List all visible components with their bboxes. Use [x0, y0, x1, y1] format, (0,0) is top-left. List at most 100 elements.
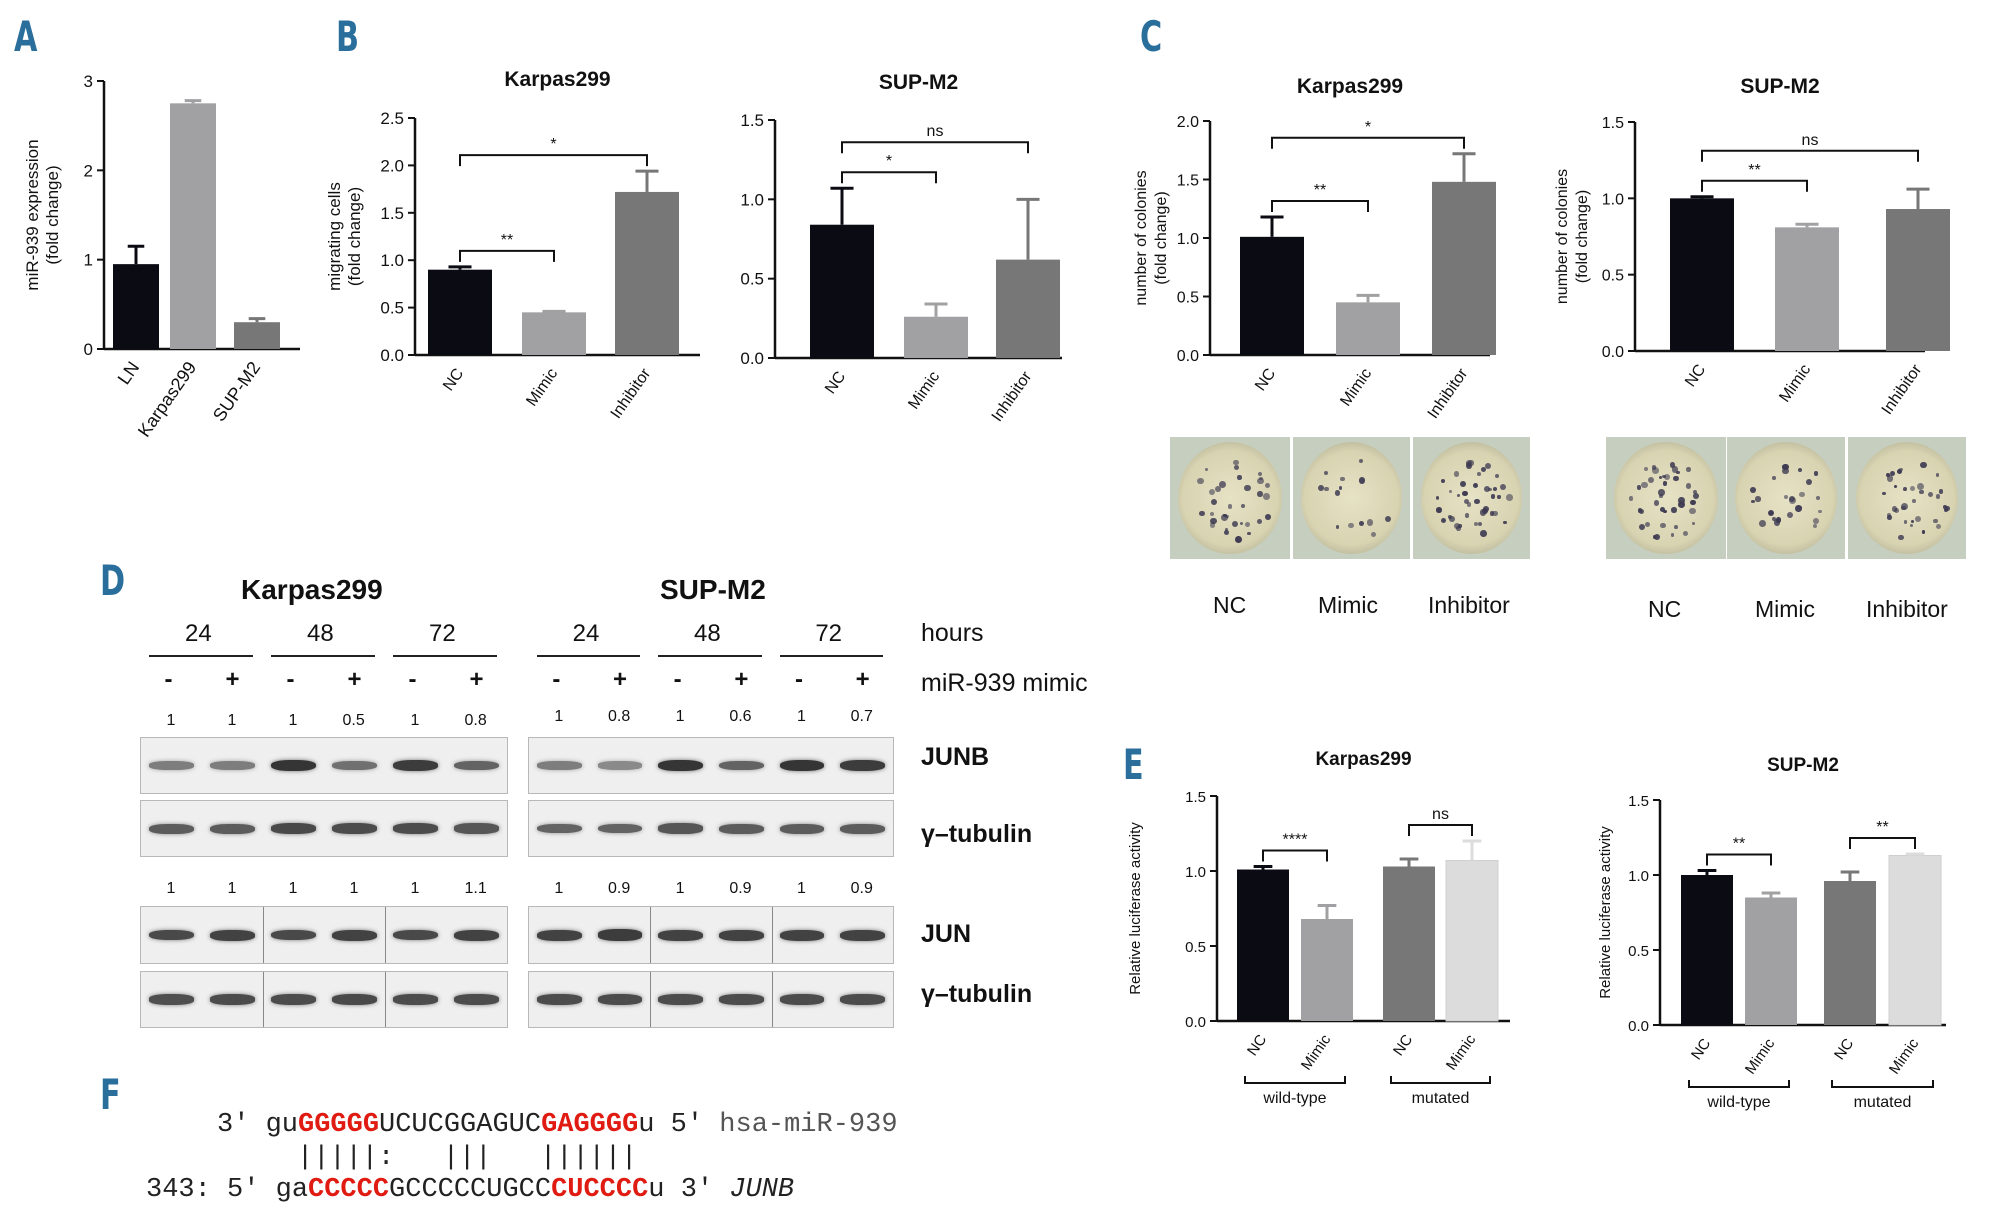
band-quantification: 1 — [675, 880, 685, 897]
colony-dot — [1910, 486, 1915, 491]
colony-dot — [1440, 518, 1446, 524]
colony-plate-nc — [1606, 437, 1726, 559]
colony-dot — [1662, 481, 1668, 486]
colony-dot — [1237, 475, 1242, 480]
colony-dot — [1477, 521, 1483, 527]
colony-dot — [1903, 520, 1908, 524]
band-quantification: 1 — [166, 712, 176, 729]
colony-dot — [1813, 471, 1819, 476]
colony-dot — [1685, 483, 1692, 489]
colony-dot — [1257, 477, 1264, 485]
blot-band — [270, 823, 317, 834]
colony-dot — [1209, 522, 1216, 529]
chart-b1-y-tick-label: 2.5 — [380, 109, 404, 128]
colony-dot — [1359, 521, 1365, 527]
chart-c2-category-label: Inhibitor — [1879, 361, 1926, 418]
chart-c1-y-tick-label: 1.0 — [1177, 231, 1199, 248]
band-quantification: 0.5 — [342, 712, 365, 729]
colony-dot — [1912, 499, 1916, 503]
colony-dot — [1232, 459, 1239, 466]
chart-a-y-label: miR-939 expression — [23, 139, 42, 290]
chart-b1-y-label: (fold change) — [345, 187, 364, 286]
colony-dot — [1197, 477, 1205, 485]
chart-e2-bar — [1888, 855, 1942, 1026]
colony-dot — [1317, 484, 1325, 492]
chart-b1-bar — [428, 269, 492, 355]
blot-band — [597, 994, 643, 1005]
colony-dot — [1789, 496, 1796, 502]
chart-e2-category-label: Mimic — [1886, 1035, 1923, 1077]
timepoint-underline — [779, 655, 883, 657]
chart-c2-y-label: (fold change) — [1574, 190, 1591, 283]
blot-band — [536, 761, 582, 770]
colony-dot — [1257, 491, 1263, 497]
colony-dot — [1453, 471, 1460, 477]
colony-dot — [1224, 527, 1228, 531]
colony-dot — [1460, 481, 1467, 488]
chart-c2-significance-bracket — [1701, 179, 1808, 192]
colony-plate-inhibitor — [1413, 437, 1530, 559]
colony-dot — [1783, 494, 1788, 499]
chart-b2-significance-label: * — [886, 153, 892, 170]
band-quantification: 1 — [410, 880, 420, 897]
blot-junb-sup-m2 — [528, 737, 894, 794]
blot-band — [331, 929, 378, 941]
chart-c1-bar — [1240, 236, 1304, 355]
colony-dot — [1210, 512, 1215, 517]
treatment-sign: + — [855, 666, 870, 693]
chart-e1-group-bracket — [1390, 1076, 1491, 1084]
blot-band — [840, 759, 886, 772]
chart-c1-category-label: Inhibitor — [1425, 365, 1472, 422]
tubulin-label: γ–tubulin — [921, 820, 1033, 848]
colony-dot — [1750, 486, 1756, 493]
blot-band — [270, 929, 317, 941]
jun-label: JUN — [921, 920, 972, 948]
blot-band — [453, 760, 500, 771]
chart-e1-category-label: Mimic — [1298, 1031, 1335, 1073]
chart-e1-significance-label: ns — [1432, 806, 1449, 823]
colony-dot — [1759, 520, 1766, 527]
chart-a-bar — [113, 264, 159, 349]
timepoint-label: 72 — [815, 620, 843, 647]
band-quantification: 1 — [410, 712, 420, 729]
colony-dot — [1919, 489, 1924, 495]
colony-dot — [1448, 490, 1452, 494]
blot-band — [331, 823, 378, 834]
chart-b1-y-tick-label: 0.0 — [380, 346, 404, 365]
chart-e1-y-tick-label: 1.5 — [1185, 789, 1206, 806]
blot-separator — [385, 972, 386, 1027]
chart-e1-category-label: NC — [1390, 1031, 1416, 1059]
colony-dot — [1815, 495, 1821, 501]
chart-e1-bar — [1445, 860, 1499, 1022]
blot-band — [840, 823, 886, 834]
colony-dot — [1772, 476, 1776, 480]
band-quantification: 1.1 — [464, 880, 487, 897]
chart-c1-significance-label: ** — [1314, 182, 1326, 199]
band-quantification: 1 — [349, 880, 359, 897]
colony-label-mimic: Mimic — [1318, 592, 1379, 618]
chart-e1-significance-bracket — [1408, 824, 1473, 836]
colony-dot — [1892, 506, 1898, 512]
colony-plate-mimic — [1727, 437, 1845, 559]
chart-c2-y-tick-label: 1.5 — [1602, 115, 1624, 132]
colony-dot — [1506, 494, 1513, 501]
chart-c2-bar — [1775, 227, 1839, 351]
colony-dot — [1903, 487, 1907, 492]
blot-band — [779, 759, 825, 772]
junb-sequence: 343: 5′ gaCCCCCGCCCCCUGCCCUCCCCu 3′ JUNB — [146, 1175, 795, 1205]
colony-dot — [1651, 465, 1657, 470]
colony-dot — [1751, 499, 1755, 504]
blot-band — [536, 929, 582, 941]
chart-e2-y-tick-label: 1.0 — [1628, 868, 1649, 885]
colony-dot — [1358, 458, 1363, 463]
blot-separator — [263, 907, 264, 963]
panel-label-a: A — [14, 12, 38, 61]
panel-label-f: F — [100, 1070, 121, 1119]
band-quantification: 1 — [227, 712, 237, 729]
band-quantification: 0.6 — [729, 708, 752, 725]
chart-e2-y-label: Relative luciferase activity — [1597, 826, 1614, 999]
colony-dot — [1773, 519, 1781, 527]
band-quantification: 0.8 — [608, 708, 631, 725]
colony-dot — [1920, 461, 1927, 469]
